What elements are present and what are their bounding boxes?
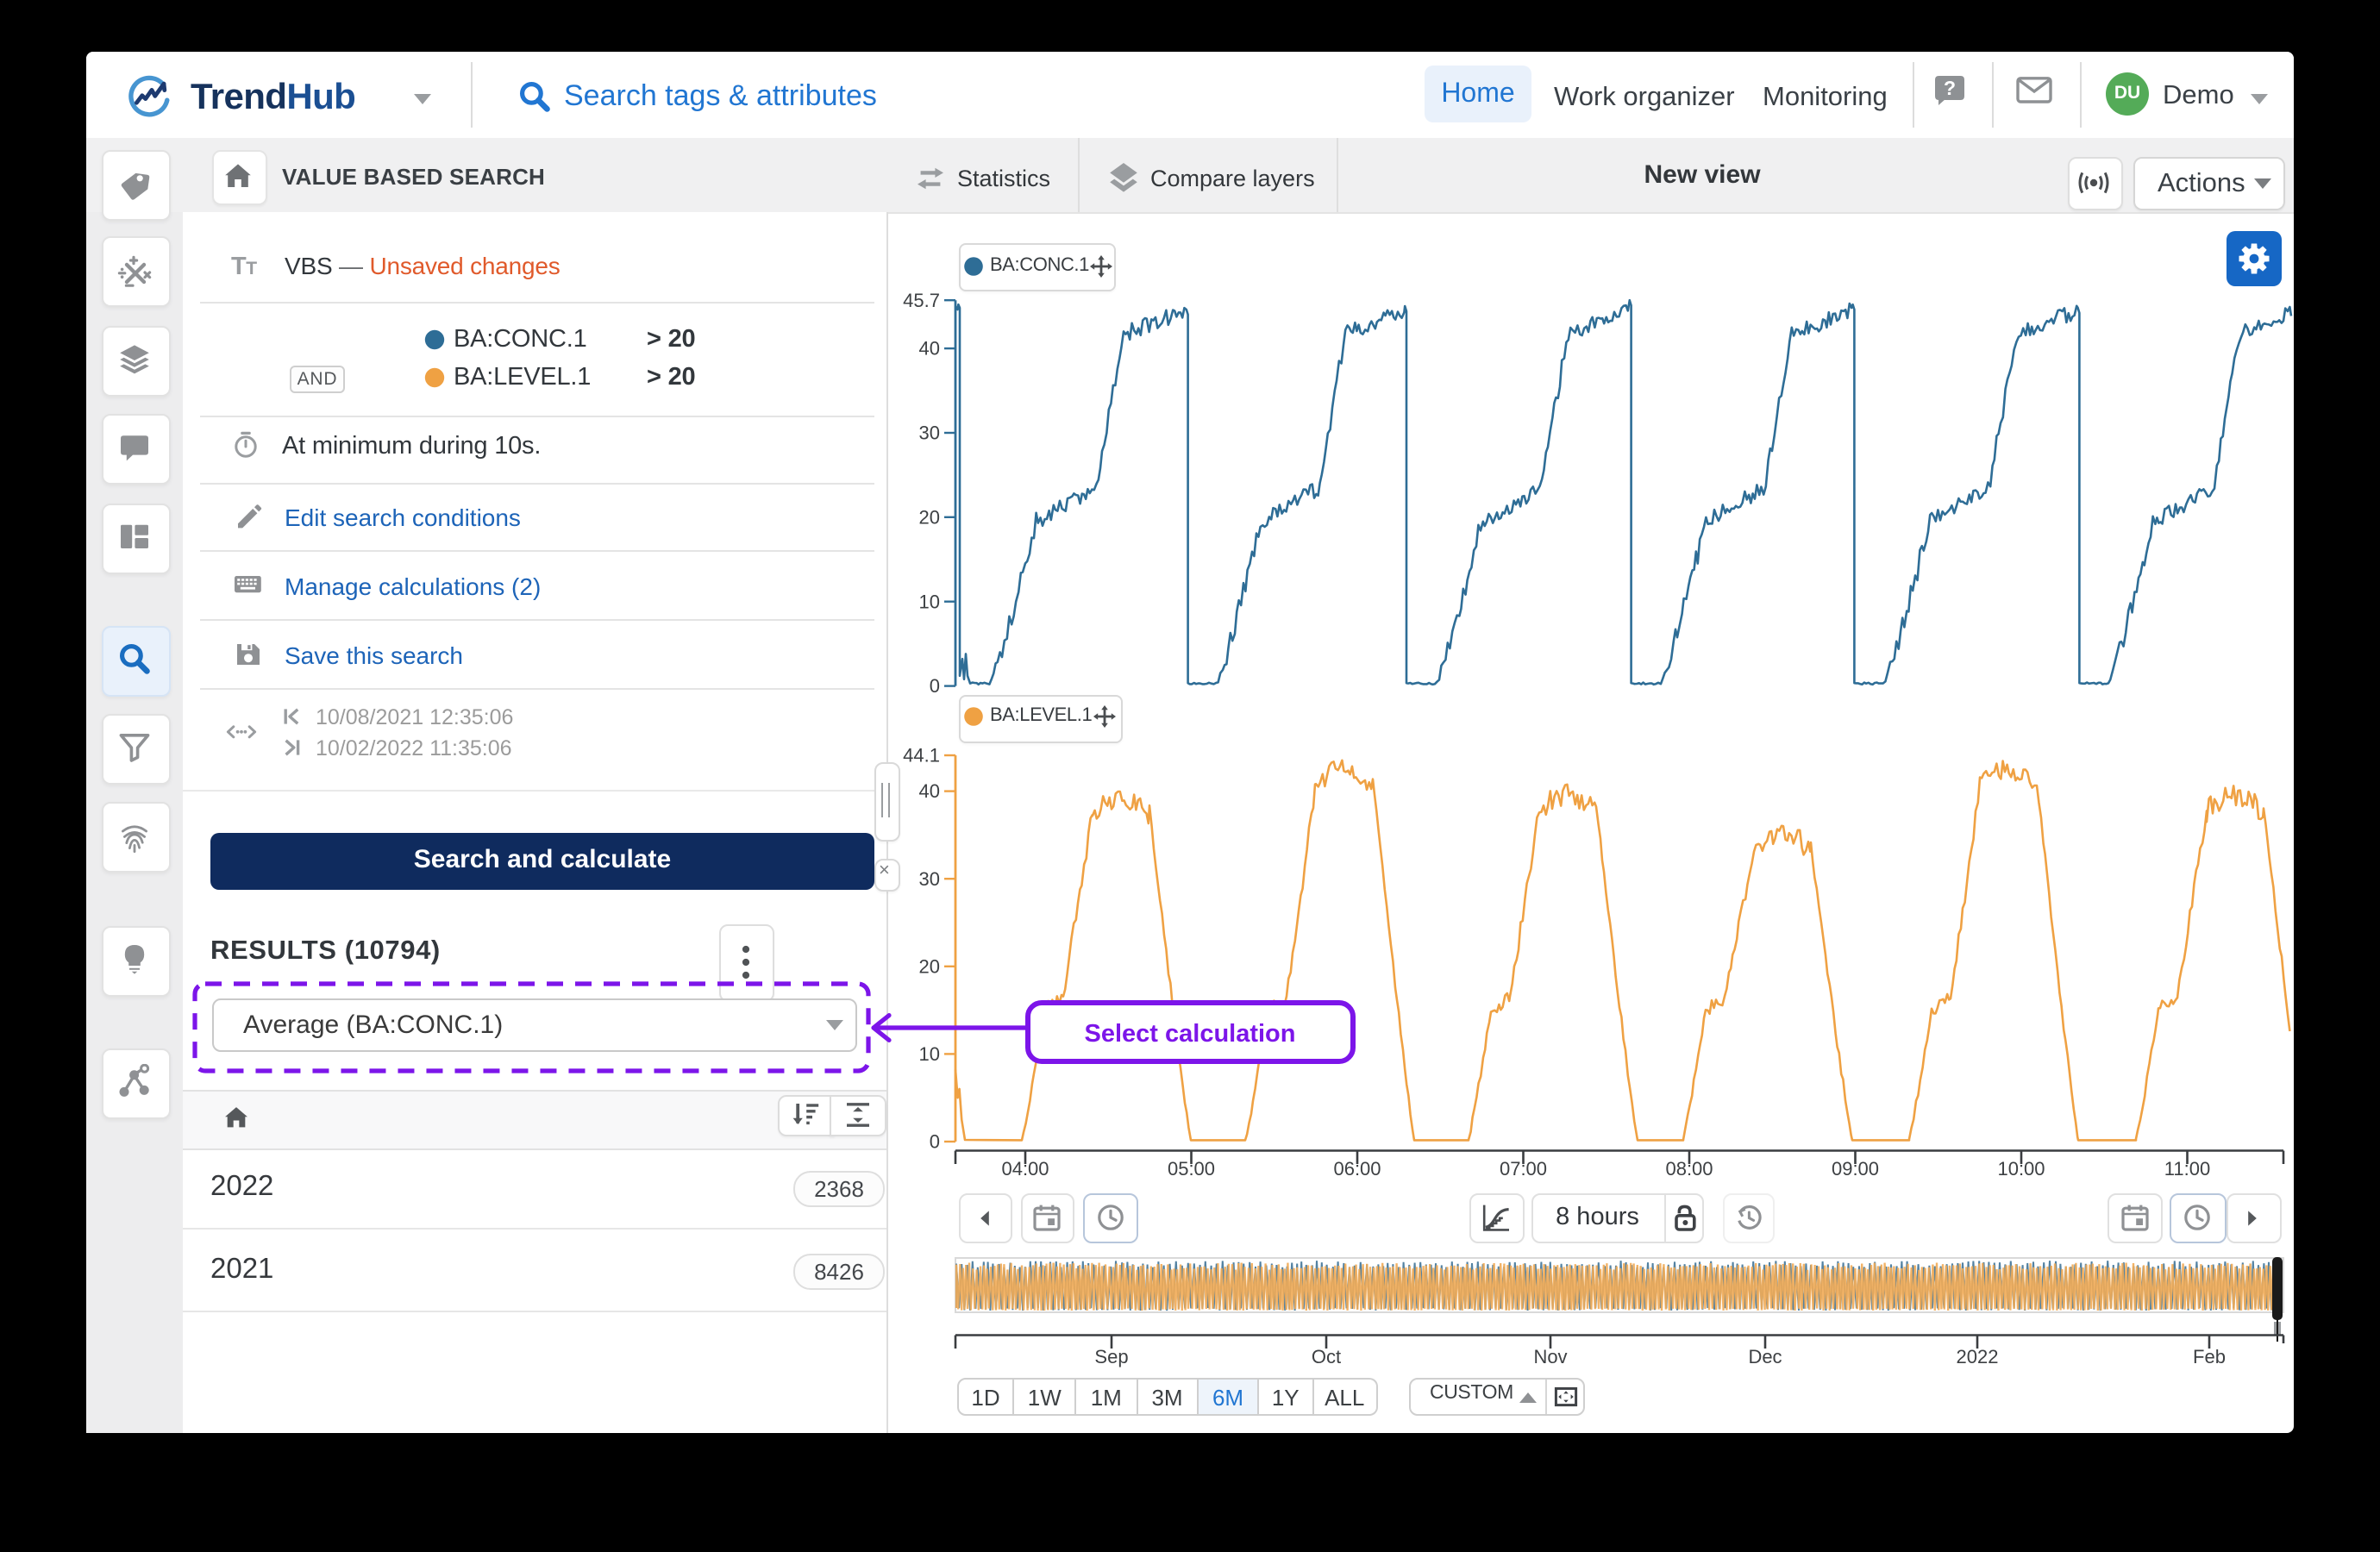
svg-text:20: 20	[919, 954, 940, 976]
svg-text:30: 30	[919, 422, 940, 443]
svg-text:10: 10	[919, 590, 940, 611]
svg-text:11:00: 11:00	[2164, 1157, 2210, 1179]
svg-text:T: T	[231, 253, 247, 279]
svg-text:Feb: Feb	[2193, 1345, 2226, 1367]
svg-text:T: T	[246, 259, 257, 278]
svg-text:09:00: 09:00	[1832, 1157, 1879, 1179]
svg-text:Select calculation: Select calculation	[1085, 1019, 1296, 1047]
svg-text:07:00: 07:00	[1500, 1157, 1547, 1179]
svg-text:Nov: Nov	[1533, 1345, 1567, 1367]
svg-text:06:00: 06:00	[1333, 1157, 1381, 1179]
svg-text:40: 40	[919, 337, 940, 359]
svg-text:08:00: 08:00	[1665, 1157, 1713, 1179]
svg-text:44.1: 44.1	[903, 744, 940, 766]
svg-text:0: 0	[930, 674, 940, 696]
svg-text:?: ?	[1944, 76, 1956, 98]
svg-text:10: 10	[919, 1042, 940, 1064]
svg-text:20: 20	[919, 505, 940, 527]
svg-text:0: 0	[930, 1130, 940, 1152]
svg-text:45.7: 45.7	[903, 289, 940, 310]
svg-text:2022: 2022	[1957, 1345, 1999, 1367]
svg-text:30: 30	[919, 867, 940, 889]
svg-text:Sep: Sep	[1094, 1345, 1128, 1367]
svg-text:05:00: 05:00	[1168, 1157, 1215, 1179]
svg-text:40: 40	[919, 779, 940, 801]
svg-text:Oct: Oct	[1312, 1345, 1341, 1367]
svg-text:Dec: Dec	[1748, 1345, 1782, 1367]
svg-text:04:00: 04:00	[1001, 1157, 1049, 1179]
svg-text:10:00: 10:00	[1997, 1157, 2045, 1179]
